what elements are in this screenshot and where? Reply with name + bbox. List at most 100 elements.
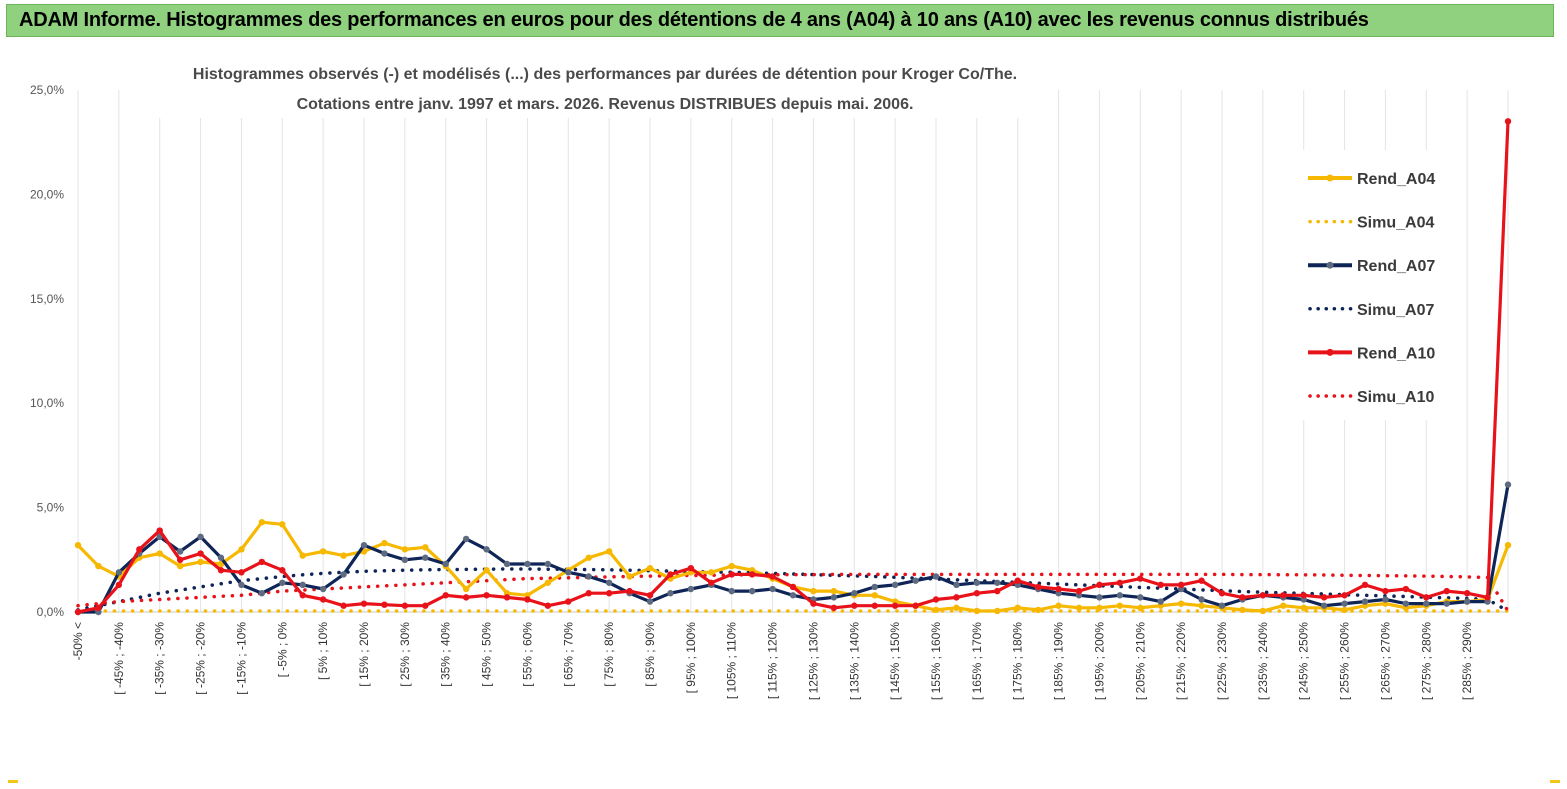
data-point [340,552,347,559]
data-point [789,592,797,599]
data-point [483,567,490,574]
x-tick-label: [ 15% ; 20% [357,622,371,687]
data-point [319,596,327,603]
x-tick-label: [ 95% ; 100% [684,622,698,694]
data-point [1075,604,1083,612]
data-point [973,579,981,586]
legend-item-rend-a04: Rend_A04 [1308,171,1435,188]
data-point [115,581,123,589]
legend-item-rend-a10: Rend_A10 [1308,345,1435,362]
data-point [544,602,552,609]
data-point [1116,602,1124,609]
data-point [810,600,817,607]
data-point [769,573,776,580]
data-point [953,581,960,589]
x-tick-label: [ -15% ; -10% [234,622,248,695]
data-point [1463,598,1471,605]
data-point [789,583,797,591]
x-tick-label: [ 265% ; 270% [1378,622,1392,700]
series-simu-a07 [76,567,1510,613]
data-point [299,581,306,589]
data-point [708,569,715,576]
data-point [1014,604,1021,612]
x-tick-label: [ 105% ; 110% [725,622,739,699]
data-point [728,587,735,595]
data-point [687,564,695,572]
corner-mark-right [1550,780,1560,783]
x-tick-label: -50% < [71,622,85,660]
data-point [299,592,306,599]
data-point [1137,594,1144,601]
data-point [524,596,531,603]
data-point [585,590,592,597]
data-point [258,558,266,566]
x-tick-label: [ 185% ; 190% [1052,622,1066,700]
data-point [646,592,654,599]
data-point [1096,604,1103,612]
data-point [176,556,184,563]
data-point [462,585,470,593]
x-tick-label: [ 65% ; 70% [561,622,575,687]
data-point [565,598,572,605]
data-point [646,598,654,605]
data-point [401,556,409,563]
data-point [891,581,899,589]
x-tick-label: [ 195% ; 200% [1092,622,1106,700]
legend-label: Rend_A04 [1357,171,1435,188]
data-point [524,560,531,568]
data-point [748,587,756,595]
data-point [503,594,511,601]
data-point [1504,541,1512,549]
data-point [381,601,388,608]
x-tick-label: [ 55% ; 60% [520,622,534,687]
x-tick-label: [ 235% ; 240% [1256,622,1270,700]
data-point [1402,585,1410,593]
data-point [1218,602,1226,609]
data-point [1075,587,1083,595]
data-point [217,567,225,574]
legend-item-rend-a07: Rend_A07 [1308,258,1435,275]
legend-item-simu-a04: Simu_A04 [1308,215,1434,232]
data-point [1055,602,1062,609]
data-point [115,569,123,576]
data-point [197,533,204,541]
data-point [197,558,204,566]
data-point [605,579,613,586]
data-point [667,571,674,578]
series-line [76,572,1510,613]
chart-subtitle-line-2: Cotations entre janv. 1997 et mars. 2026… [297,96,914,113]
x-tick-label: [ 175% ; 180% [1011,622,1025,700]
x-tick-label: [ 255% ; 260% [1338,622,1352,700]
data-point [1157,598,1164,605]
legend-label: Simu_A10 [1357,389,1434,406]
data-point [728,562,735,570]
data-point [953,604,960,612]
data-point [1504,118,1512,125]
legend-label: Rend_A07 [1357,258,1435,275]
data-point [544,579,552,586]
legend-swatch-marker [1326,174,1334,182]
y-tick-label: 20,0% [30,187,64,201]
data-point [1320,594,1328,601]
data-point [1280,602,1287,609]
data-point [1014,577,1021,584]
data-point [1402,600,1410,607]
data-point [442,592,449,599]
x-tick-label: [ 205% ; 210% [1133,622,1147,700]
data-point [912,602,919,609]
data-point [1034,606,1042,614]
data-point [585,554,592,561]
x-tick-label: [ 275% ; 280% [1419,622,1433,700]
data-point [646,564,654,572]
data-point [687,585,695,593]
legend-item-simu-a10: Simu_A10 [1308,389,1434,406]
data-point [810,587,817,595]
data-point [1300,604,1307,612]
data-point [340,571,347,578]
data-point [1504,481,1512,488]
data-point [136,546,143,553]
data-point [1198,577,1205,584]
data-point [360,600,368,607]
